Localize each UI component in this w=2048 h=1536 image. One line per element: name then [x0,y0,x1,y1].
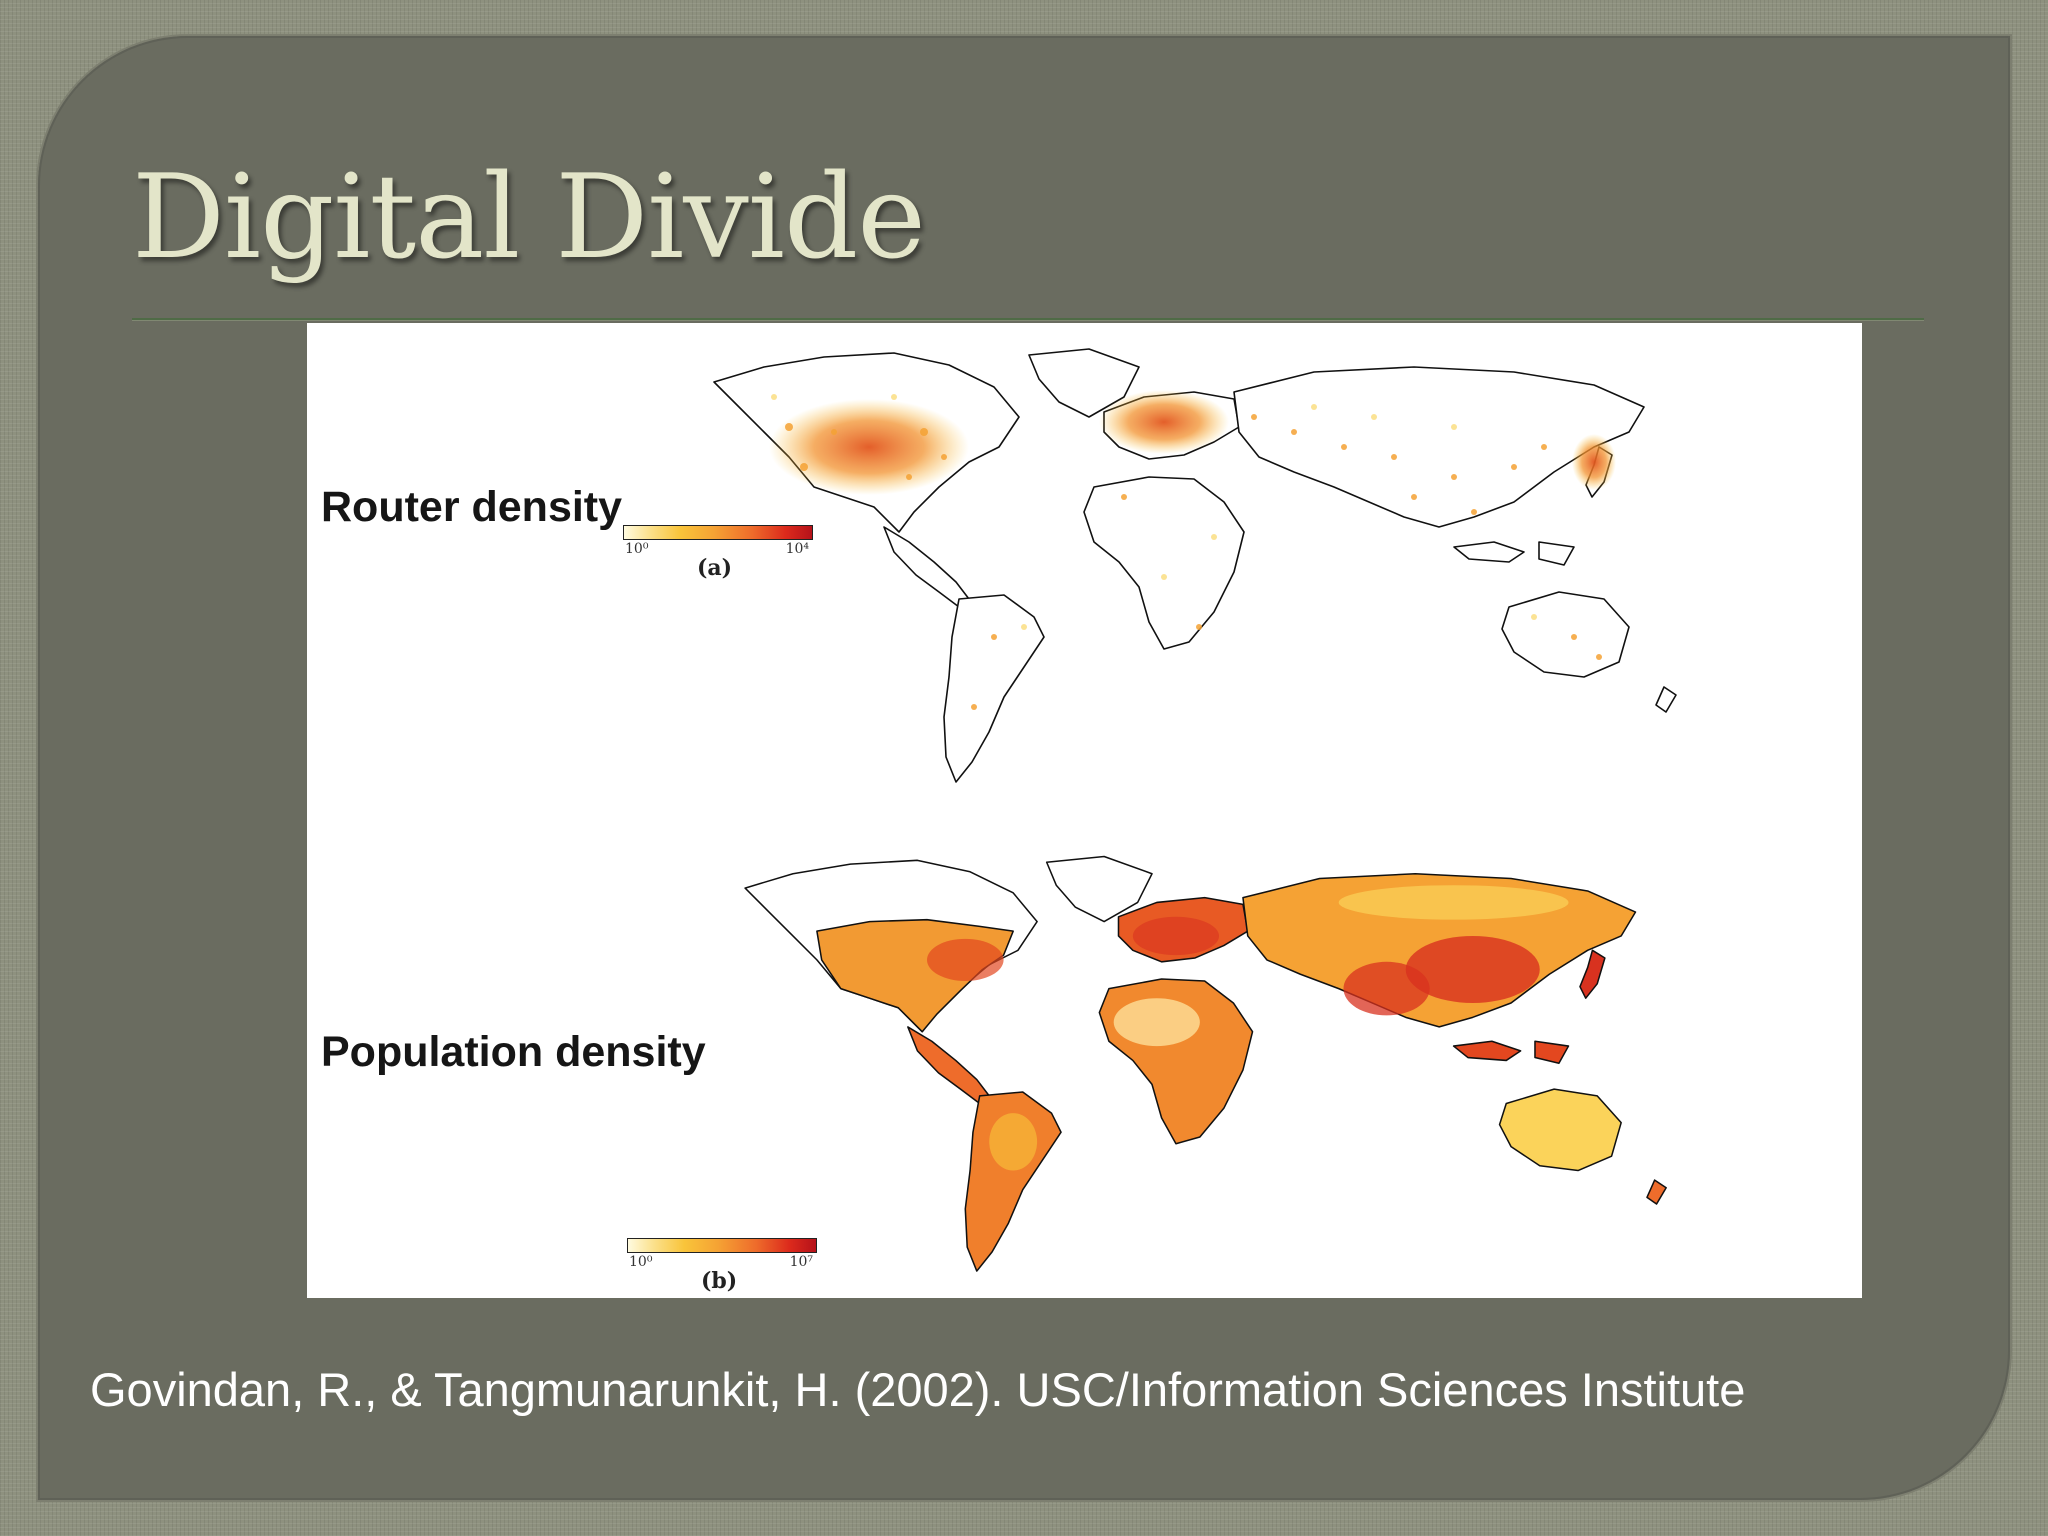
population-density-legend: 10⁰ 10⁷ (b) [627,1238,817,1294]
router-density-map [713,348,1677,783]
router-scale-max: 10⁴ [785,541,809,557]
slide-title: Digital Divide [132,150,926,285]
router-density-overlay [757,390,1616,710]
population-density-colorbar [627,1238,817,1253]
population-filled-regions [744,855,1667,1272]
population-density-map [744,855,1667,1272]
citation-text: Govindan, R., & Tangmunarunkit, H. (2002… [90,1363,1746,1416]
router-scale-min: 10⁰ [625,541,649,557]
population-scale-max: 10⁷ [789,1254,813,1270]
population-hotspots [927,885,1569,1171]
population-panel-tag: (b) [701,1268,738,1294]
density-maps-figure: Router density [307,323,1862,1298]
router-density-label: Router density [321,483,623,531]
population-density-label: Population density [321,1028,706,1076]
router-panel-tag: (a) [697,555,733,581]
population-scale-min: 10⁰ [629,1254,653,1270]
router-density-colorbar [623,525,813,540]
title-divider [132,318,1924,320]
router-density-legend: 10⁰ 10⁴ (a) [623,525,813,581]
